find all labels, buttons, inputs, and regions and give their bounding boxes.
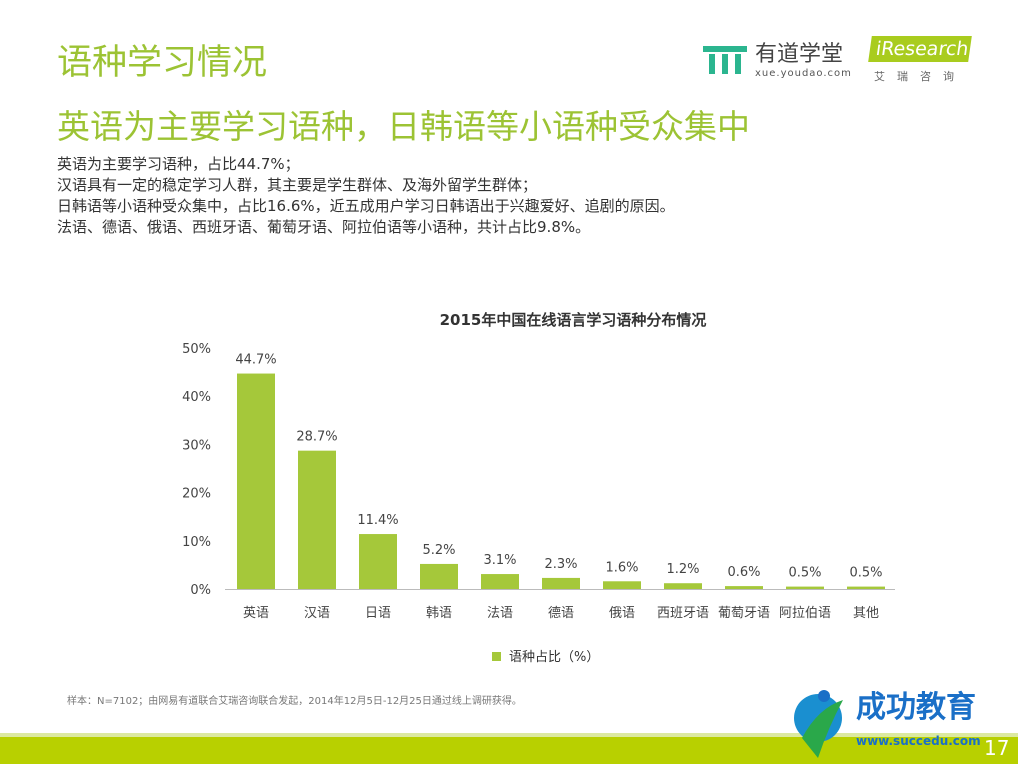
x-tick-label: 英语: [243, 606, 269, 621]
data-label: 0.5%: [849, 566, 882, 581]
y-tick-label: 0%: [190, 583, 211, 598]
x-tick-label: 汉语: [304, 606, 330, 621]
x-tick-label: 俄语: [609, 606, 635, 621]
iresearch-logo: iResearch 艾瑞咨询: [868, 36, 972, 84]
x-tick-label: 韩语: [426, 606, 452, 621]
brand-name: 成功教育: [856, 690, 976, 725]
y-tick-label: 20%: [182, 487, 211, 502]
data-label: 1.6%: [605, 560, 638, 575]
youdao-pillar-icon: [703, 46, 747, 74]
bar: [786, 586, 824, 589]
legend-swatch: [492, 652, 501, 661]
brand-logo-icon: [794, 690, 843, 758]
y-tick-label: 50%: [182, 342, 211, 357]
bar: [664, 583, 702, 589]
youdao-logo: 有道学堂 xue.youdao.com: [703, 42, 852, 79]
bar: [481, 574, 519, 589]
x-tick-label: 法语: [487, 606, 513, 621]
data-label: 0.6%: [727, 565, 760, 580]
brand-watermark: 成功教育 www.succedu.com 17: [788, 688, 1016, 764]
y-tick-label: 30%: [182, 438, 211, 453]
bar: [420, 563, 458, 589]
x-tick-label: 西班牙语: [657, 606, 709, 621]
desc-line: 汉语具有一定的稳定学习人群，其主要是学生群体、及海外留学生群体；: [57, 176, 538, 194]
desc-line: 英语为主要学习语种，占比44.7%；: [57, 155, 300, 173]
data-label: 1.2%: [666, 562, 699, 577]
youdao-name: 有道学堂: [755, 42, 844, 67]
data-label: 28.7%: [296, 430, 337, 445]
y-tick-label: 40%: [182, 390, 211, 405]
data-label: 44.7%: [235, 353, 276, 368]
chart-title: 2015年中国在线语言学习语种分布情况: [440, 311, 707, 329]
page-number: 17: [984, 736, 1010, 760]
description: 英语为主要学习语种，占比44.7%； 汉语具有一定的稳定学习人群，其主要是学生群…: [57, 154, 675, 238]
bar: [847, 586, 885, 589]
x-tick-label: 德语: [548, 606, 574, 621]
brand-url: www.succedu.com: [856, 734, 981, 748]
footnote: 样本：N=7102；由网易有道联合艾瑞咨询联合发起，2014年12月5日-12月…: [67, 696, 522, 707]
bar: [542, 577, 580, 589]
bar: [359, 534, 397, 589]
page-subtitle: 英语为主要学习语种，日韩语等小语种受众集中: [57, 107, 750, 146]
desc-line: 日韩语等小语种受众集中，占比16.6%，近五成用户学习日韩语出于兴趣爱好、追剧的…: [57, 197, 675, 215]
footer-band-highlight: [0, 733, 1018, 737]
data-label: 3.1%: [483, 553, 516, 568]
youdao-url: xue.youdao.com: [755, 68, 852, 79]
data-label: 0.5%: [788, 566, 821, 581]
x-tick-label: 日语: [365, 606, 391, 621]
page-title: 语种学习情况: [57, 43, 268, 83]
x-tick-label: 葡萄牙语: [718, 606, 770, 621]
data-label: 5.2%: [422, 543, 455, 558]
legend-label: 语种占比（%）: [509, 650, 599, 665]
iresearch-cn: 艾瑞咨询: [874, 70, 966, 83]
bar: [298, 450, 336, 589]
y-tick-label: 10%: [182, 535, 211, 550]
bar: [725, 586, 763, 589]
footer-band: [0, 737, 1018, 764]
desc-line: 法语、德语、俄语、西班牙语、葡萄牙语、阿拉伯语等小语种，共计占比9.8%。: [57, 218, 591, 236]
data-label: 11.4%: [357, 513, 398, 528]
bar: [603, 581, 641, 589]
bar: [237, 373, 275, 589]
data-label: 2.3%: [544, 557, 577, 572]
x-tick-label: 阿拉伯语: [779, 606, 831, 621]
x-tick-label: 其他: [853, 606, 879, 621]
